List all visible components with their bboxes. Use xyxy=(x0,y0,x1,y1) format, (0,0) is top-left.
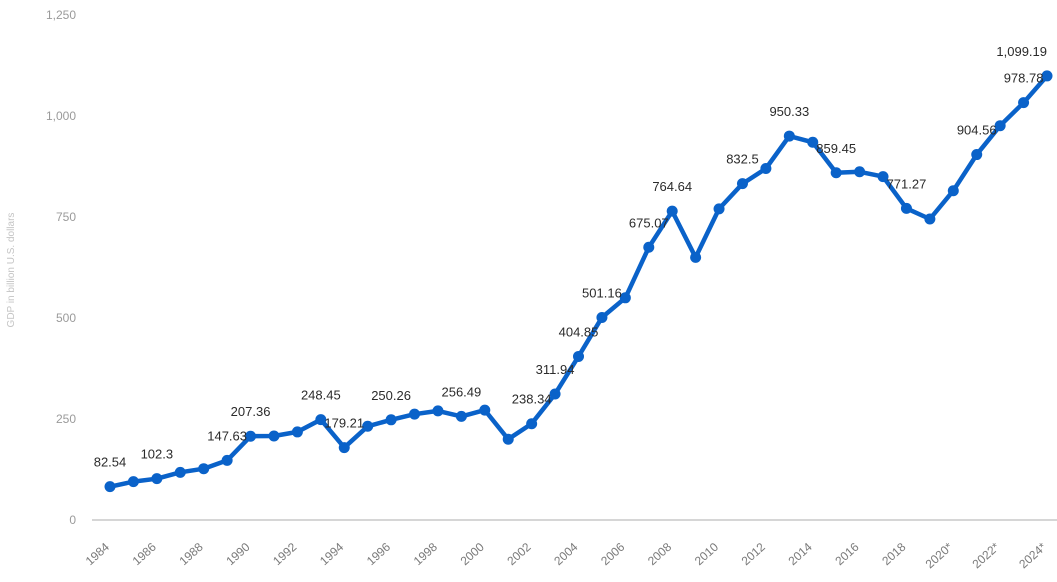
data-label: 238.34 xyxy=(512,392,552,407)
data-label: 256.49 xyxy=(441,384,481,399)
data-labels: 82.54 102.3 147.63 207.36 248.45 179.21 250.26… xyxy=(94,44,1047,470)
y-tick-label: 0 xyxy=(69,513,76,527)
data-point xyxy=(502,433,514,445)
data-point xyxy=(1041,70,1053,82)
data-label: 147.63 xyxy=(207,428,247,443)
data-label: 859.45 xyxy=(816,141,856,156)
data-points xyxy=(104,70,1053,493)
data-point xyxy=(245,430,257,442)
x-tick-label: 2016 xyxy=(832,540,861,568)
x-tick-label: 2010 xyxy=(692,540,721,568)
data-point xyxy=(409,408,421,420)
data-point xyxy=(127,476,139,488)
data-point xyxy=(221,454,233,466)
data-label: 675.07 xyxy=(629,215,669,230)
x-tick-label: 1994 xyxy=(317,540,346,568)
data-point xyxy=(151,473,163,485)
x-tick-label: 1986 xyxy=(130,540,159,568)
data-label: 311.94 xyxy=(536,362,575,377)
x-tick-label: 1990 xyxy=(223,540,252,568)
data-point xyxy=(713,203,725,215)
x-tick-label: 1996 xyxy=(364,540,393,568)
x-tick-label: 1984 xyxy=(83,540,112,568)
data-point xyxy=(596,312,608,324)
data-point xyxy=(854,166,866,178)
data-label: 771.27 xyxy=(887,176,927,191)
data-point xyxy=(900,202,912,214)
data-point xyxy=(830,167,842,179)
x-tick-label: 2018 xyxy=(879,540,908,568)
x-tick-label: 1988 xyxy=(176,540,205,568)
data-point xyxy=(994,120,1006,132)
data-point xyxy=(877,171,889,183)
x-tick-label: 1992 xyxy=(270,540,299,568)
data-point xyxy=(783,130,795,142)
x-tick-label: 2022* xyxy=(969,540,1002,572)
data-point xyxy=(268,430,280,442)
x-tick-label: 2020* xyxy=(923,540,956,572)
y-tick-label: 750 xyxy=(56,210,76,224)
x-tick-label: 2012 xyxy=(739,540,768,568)
data-label: 248.45 xyxy=(301,388,341,403)
data-point xyxy=(526,418,538,430)
x-tick-label: 2002 xyxy=(504,540,533,568)
data-point xyxy=(573,350,584,362)
data-point xyxy=(362,420,374,432)
data-label: 404.85 xyxy=(559,324,599,339)
x-tick-label: 2008 xyxy=(645,540,674,568)
data-label: 978.78 xyxy=(1004,71,1044,86)
x-axis-ticks: 1984 1986 1988 1990 1992 1994 1996 1998 2000 2002… xyxy=(83,540,1049,572)
data-label: 207.36 xyxy=(231,404,271,419)
y-tick-label: 500 xyxy=(56,311,76,325)
x-tick-label: 2014 xyxy=(786,540,815,568)
data-label: 82.54 xyxy=(94,455,127,470)
data-point xyxy=(549,388,561,400)
series-line xyxy=(107,73,1050,489)
data-point xyxy=(619,292,631,304)
x-tick-label: 2006 xyxy=(598,540,627,568)
data-point xyxy=(947,185,959,197)
data-label: 102.3 xyxy=(141,447,174,462)
data-point xyxy=(971,149,983,161)
data-point xyxy=(338,442,350,454)
data-point xyxy=(174,466,186,478)
data-point xyxy=(924,213,936,225)
data-point xyxy=(690,251,702,263)
data-point xyxy=(479,404,491,416)
data-label: 1,099.19 xyxy=(996,44,1047,59)
x-tick-label: 1998 xyxy=(411,540,440,568)
data-label: 950.33 xyxy=(769,104,809,119)
y-axis-label: GDP in billion U.S. dollars xyxy=(6,213,17,328)
data-label: 832.5 xyxy=(726,152,759,167)
data-point xyxy=(455,410,467,422)
data-point xyxy=(807,136,819,148)
data-label: 501.16 xyxy=(582,286,622,301)
data-label: 904.56 xyxy=(957,123,997,138)
data-label: 179.21 xyxy=(324,416,364,431)
data-label: 764.64 xyxy=(652,179,692,194)
data-point xyxy=(760,163,772,175)
data-point xyxy=(385,414,397,426)
data-point xyxy=(736,178,748,190)
x-tick-label: 2004 xyxy=(551,540,580,568)
y-axis-ticks: 0 250 500 750 1,000 1,250 xyxy=(46,8,76,527)
x-tick-label: 2000 xyxy=(458,540,487,568)
data-point xyxy=(666,205,678,217)
data-point xyxy=(198,463,210,475)
x-tick-label: 2024* xyxy=(1016,540,1049,572)
data-point xyxy=(1018,97,1030,109)
y-tick-label: 250 xyxy=(56,412,76,426)
data-point xyxy=(432,405,444,417)
data-point xyxy=(643,241,655,253)
data-point xyxy=(291,426,303,438)
y-tick-label: 1,000 xyxy=(46,109,76,123)
data-point xyxy=(315,414,327,426)
data-label: 250.26 xyxy=(371,388,411,403)
data-point xyxy=(104,481,116,493)
y-tick-label: 1,250 xyxy=(46,8,76,22)
